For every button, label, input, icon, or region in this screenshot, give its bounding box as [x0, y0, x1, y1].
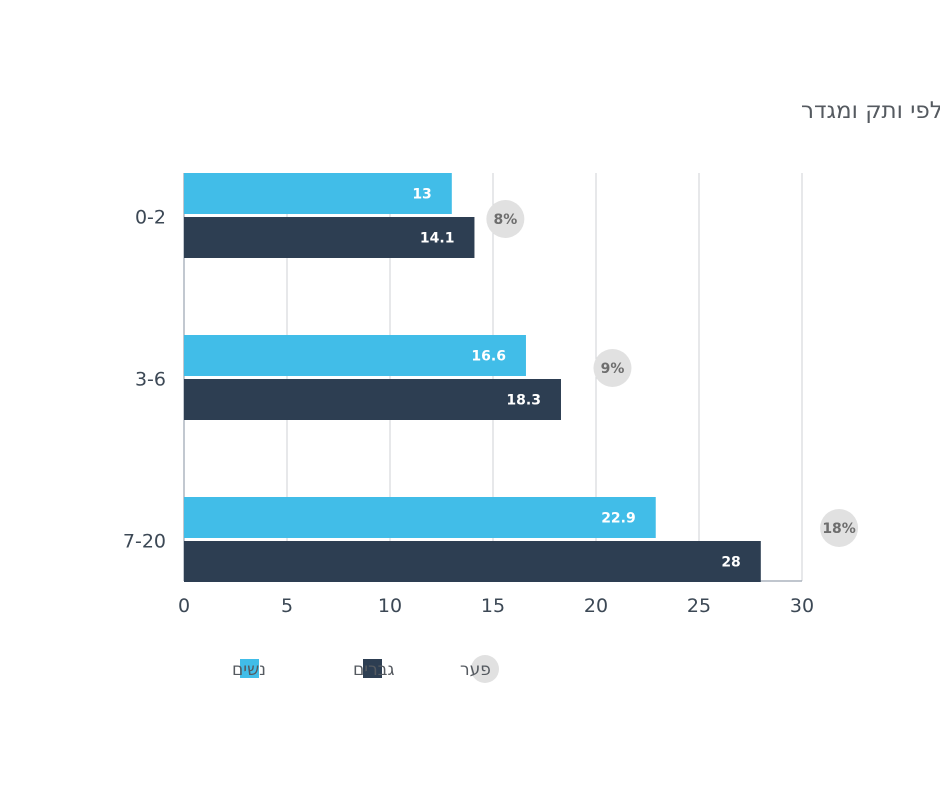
legend-label-women: נשים [232, 660, 266, 680]
legend-swatch-men [363, 659, 382, 678]
gap-label: 8% [493, 212, 517, 228]
bar-value-label: 22.9 [601, 511, 636, 527]
legend-swatch-women [240, 659, 259, 678]
bar-value-label: 16.6 [471, 349, 506, 365]
gap-label: 9% [601, 361, 625, 377]
gap-bubble [820, 509, 859, 547]
category-label: 7-20 [123, 531, 166, 553]
legend: פער גברים נשים [232, 655, 499, 683]
legend-label-men: גברים [353, 660, 395, 680]
bar [184, 217, 475, 258]
bar [184, 173, 452, 214]
gap-bubble [593, 349, 632, 387]
x-axis-ticks: 0 5 10 15 20 25 30 [178, 595, 814, 617]
bar [184, 379, 561, 420]
bar-value-label: 28 [721, 555, 740, 571]
gap-bubble [486, 200, 525, 238]
x-tick-label: 25 [687, 595, 711, 617]
category-labels: 0-2 3-6 7-20 [123, 207, 166, 553]
category-label: 3-6 [135, 369, 166, 391]
bar-value-label: 14.1 [420, 231, 455, 247]
x-tick-label: 10 [378, 595, 402, 617]
bar-value-label: 18.3 [506, 393, 541, 409]
legend-label-gap: פער [460, 660, 491, 680]
x-tick-label: 20 [584, 595, 608, 617]
x-tick-label: 15 [481, 595, 505, 617]
bars: 13 14.1 16.6 18.3 22.9 28 [184, 173, 761, 582]
category-label: 0-2 [135, 207, 166, 229]
chart-title: שכר ממוצע באלפי שקלים (ברוטו לחודש) לפי … [801, 98, 940, 124]
bar [184, 497, 656, 538]
bar [184, 541, 761, 582]
bar-value-label: 13 [412, 187, 431, 203]
legend-swatch-gap [471, 655, 499, 683]
bar [184, 335, 526, 376]
x-tick-label: 30 [790, 595, 814, 617]
x-tick-label: 5 [281, 595, 293, 617]
x-tick-label: 0 [178, 595, 190, 617]
gap-markers: 8% 9% 18% [486, 200, 859, 547]
gap-label: 18% [822, 521, 856, 537]
